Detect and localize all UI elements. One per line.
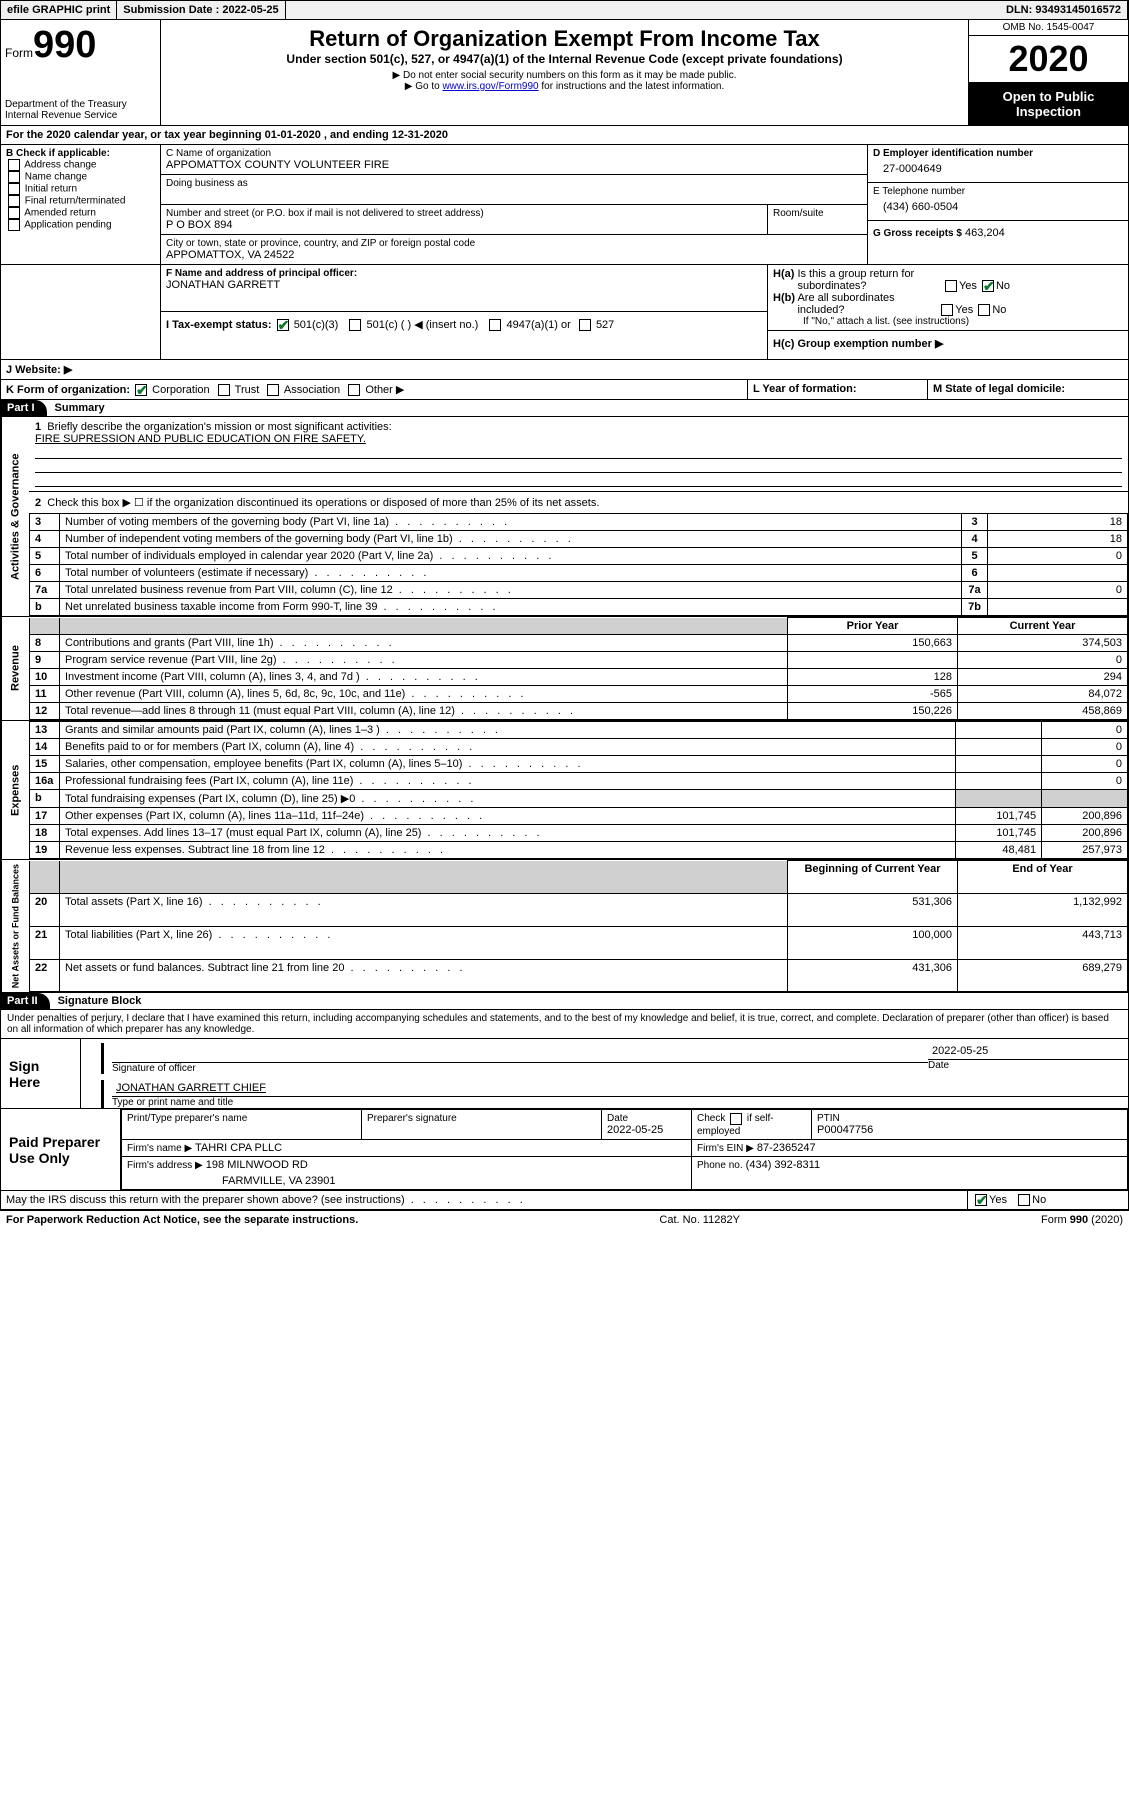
table-ag: 3Number of voting members of the governi… <box>29 513 1128 616</box>
sign-here-block: Sign Here Signature of officer 2022-05-2… <box>0 1039 1129 1109</box>
sign-date-label: Date <box>928 1060 1128 1071</box>
sign-date: 2022-05-25 <box>928 1043 1128 1060</box>
self-employed-checkbox[interactable] <box>730 1113 742 1125</box>
paid-preparer-block: Paid Preparer Use Only Print/Type prepar… <box>0 1109 1129 1190</box>
box-b-option[interactable]: Amended return <box>6 207 155 219</box>
form-number: Form990 <box>5 24 156 67</box>
vlabel-rev: Revenue <box>1 617 29 720</box>
l1-label: Briefly describe the organization's miss… <box>47 421 391 433</box>
box-b-option[interactable]: Application pending <box>6 219 155 231</box>
discuss-row: May the IRS discuss this return with the… <box>0 1191 1129 1210</box>
subtitle: Under section 501(c), 527, or 4947(a)(1)… <box>167 52 962 66</box>
dept-treasury: Department of the TreasuryInternal Reven… <box>5 99 156 121</box>
line-a: For the 2020 calendar year, or tax year … <box>0 126 1129 145</box>
k-trust[interactable] <box>218 384 230 396</box>
ein-label: D Employer identification number <box>873 148 1123 159</box>
vlabel-ag: Activities & Governance <box>1 417 29 616</box>
h-b: H(b) Are all subordinates included? Yes … <box>773 292 1123 316</box>
box-b-option[interactable]: Address change <box>6 159 155 171</box>
website-row: J Website: ▶ <box>1 360 1128 379</box>
checkbox-4947[interactable] <box>489 319 501 331</box>
top-toolbar: efile GRAPHIC print Submission Date : 20… <box>0 0 1129 20</box>
box-b-option[interactable]: Name change <box>6 171 155 183</box>
form-header: Form990 Department of the TreasuryIntern… <box>0 20 1129 126</box>
city-value: APPOMATTOX, VA 24522 <box>166 249 862 261</box>
main-title: Return of Organization Exempt From Incom… <box>167 26 962 52</box>
goto-note: Go to www.irs.gov/Form990 for instructio… <box>167 81 962 92</box>
sig-officer-label: Signature of officer <box>112 1063 928 1074</box>
phone-label: E Telephone number <box>873 186 1123 197</box>
checkbox-527[interactable] <box>579 319 591 331</box>
type-name-label: Type or print name and title <box>112 1097 1128 1108</box>
declaration-text: Under penalties of perjury, I declare th… <box>0 1010 1129 1039</box>
part1-header: Part I Summary <box>0 400 1129 417</box>
l1-text: FIRE SUPRESSION AND PUBLIC EDUCATION ON … <box>35 433 366 445</box>
vlabel-exp: Expenses <box>1 721 29 859</box>
box-l: L Year of formation: <box>748 380 928 399</box>
efile-label: efile GRAPHIC print <box>1 1 117 19</box>
org-info-block: B Check if applicable: Address change Na… <box>0 145 1129 265</box>
box-b-option[interactable]: Initial return <box>6 183 155 195</box>
ha-no[interactable] <box>982 280 994 292</box>
street-value: P O BOX 894 <box>166 219 762 231</box>
dln-cell: DLN: 93493145016572 <box>1000 1 1128 19</box>
submission-cell: Submission Date : 2022-05-25 <box>117 1 285 19</box>
table-expenses: 13Grants and similar amounts paid (Part … <box>29 721 1128 859</box>
city-label: City or town, state or province, country… <box>166 238 862 249</box>
discuss-no[interactable] <box>1018 1194 1030 1206</box>
tax-exempt-row: I Tax-exempt status: 501(c)(3) 501(c) ( … <box>161 311 767 337</box>
h-c: H(c) Group exemption number ▶ <box>768 330 1128 356</box>
ha-yes[interactable] <box>945 280 957 292</box>
discuss-yes[interactable] <box>975 1194 987 1206</box>
officer-name-title: JONATHAN GARRETT CHIEF <box>112 1080 1128 1097</box>
street-label: Number and street (or P.O. box if mail i… <box>166 208 762 219</box>
checkbox-501c[interactable] <box>349 319 361 331</box>
officer-name: JONATHAN GARRETT <box>166 279 762 291</box>
k-other[interactable] <box>348 384 360 396</box>
tax-year: 2020 <box>969 36 1128 83</box>
table-revenue: Prior YearCurrent Year8Contributions and… <box>29 617 1128 720</box>
l2-text: Check this box ▶ ☐ if the organization d… <box>47 497 599 509</box>
org-name: APPOMATTOX COUNTY VOLUNTEER FIRE <box>166 159 862 171</box>
hb-no[interactable] <box>978 304 990 316</box>
k-assoc[interactable] <box>267 384 279 396</box>
part2-header: Part II Signature Block <box>0 993 1129 1010</box>
omb-number: OMB No. 1545-0047 <box>969 20 1128 36</box>
box-m: M State of legal domicile: <box>928 380 1128 399</box>
dba-label: Doing business as <box>166 178 862 189</box>
room-label: Room/suite <box>767 205 867 234</box>
gross-value: 463,204 <box>965 227 1005 239</box>
box-b-label: B Check if applicable: <box>6 148 155 159</box>
klm-row: K Form of organization: Corporation Trus… <box>0 380 1129 400</box>
inspection-badge: Open to Public Inspection <box>969 83 1128 125</box>
officer-label: F Name and address of principal officer: <box>166 268 762 279</box>
k-corp[interactable] <box>135 384 147 396</box>
officer-group-block: F Name and address of principal officer:… <box>0 265 1129 360</box>
h-a: H(a) Is this a group return for subordin… <box>773 268 1123 292</box>
org-name-label: C Name of organization <box>166 148 862 159</box>
gross-label: G Gross receipts $ <box>873 228 962 239</box>
h-b-note: If "No," attach a list. (see instruction… <box>773 316 1123 327</box>
checkbox-501c3[interactable] <box>277 319 289 331</box>
box-b-option[interactable]: Final return/terminated <box>6 195 155 207</box>
ssn-note: Do not enter social security numbers on … <box>167 70 962 81</box>
vlabel-na: Net Assets or Fund Balances <box>1 860 29 992</box>
ein-value: 27-0004649 <box>873 159 1123 179</box>
page-footer: For Paperwork Reduction Act Notice, see … <box>0 1210 1129 1229</box>
form990-link[interactable]: www.irs.gov/Form990 <box>442 81 538 92</box>
phone-value: (434) 660-0504 <box>873 197 1123 217</box>
hb-yes[interactable] <box>941 304 953 316</box>
table-netassets: Beginning of Current YearEnd of Year20To… <box>29 860 1128 992</box>
